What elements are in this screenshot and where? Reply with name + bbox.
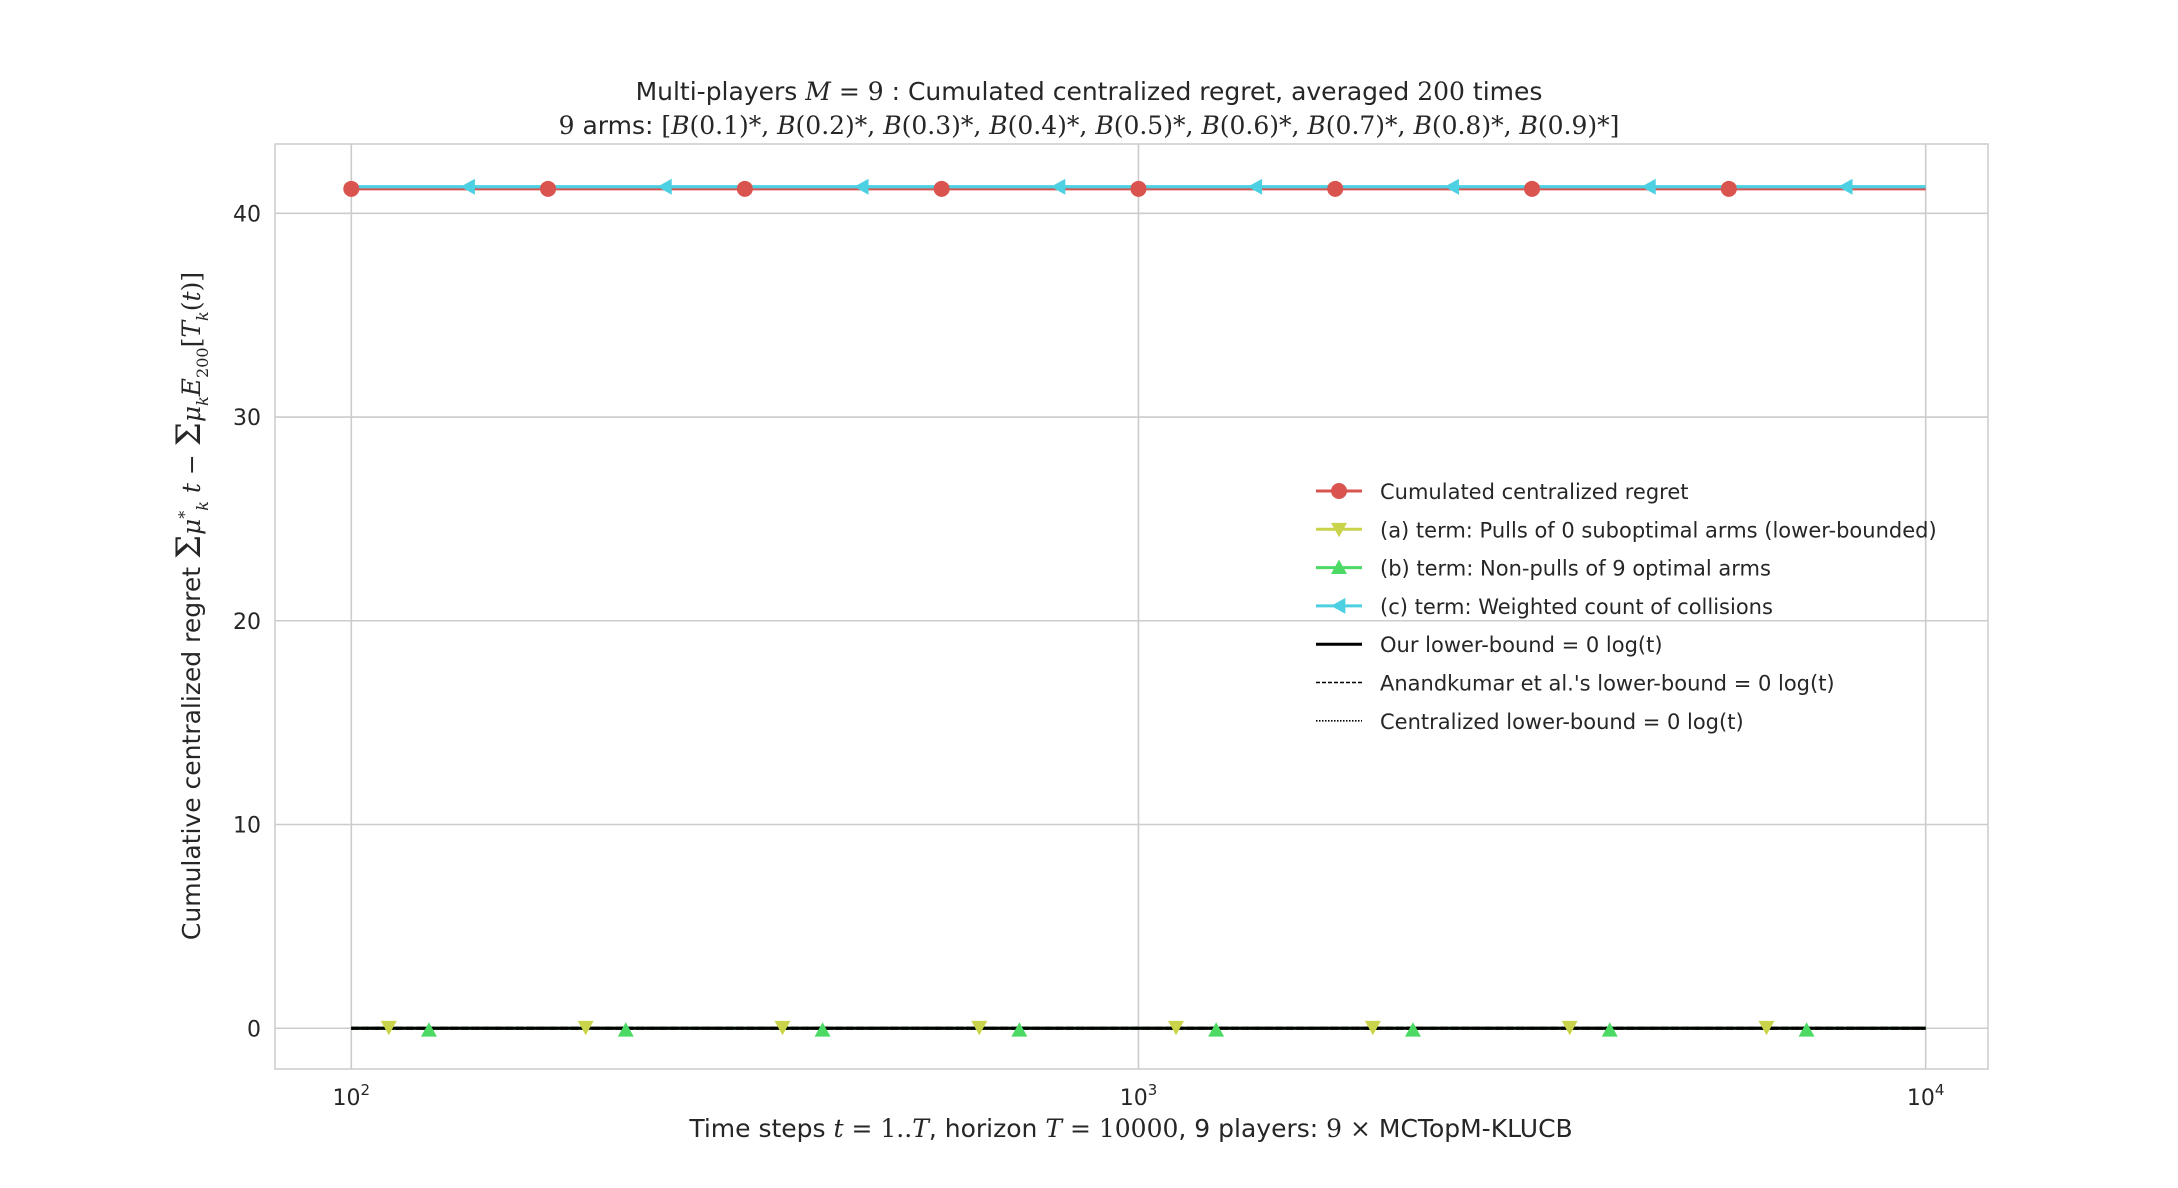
x-tick-label: 104 <box>1907 1081 1945 1111</box>
data-point <box>1331 559 1347 574</box>
data-point <box>343 180 360 197</box>
data-point <box>1011 1022 1028 1037</box>
data-point <box>1331 597 1346 614</box>
data-point <box>1331 522 1347 538</box>
legend-label: (c) term: Weighted count of collisions <box>1380 595 1773 619</box>
x-tick-label: 102 <box>333 1081 371 1111</box>
y-tick-label: 10 <box>233 814 261 839</box>
y-tick-label: 30 <box>233 406 261 431</box>
data-point <box>1130 180 1147 197</box>
y-tick-label: 20 <box>233 610 261 635</box>
data-point <box>1331 483 1347 499</box>
data-point <box>1364 1020 1381 1036</box>
data-point <box>1641 178 1656 195</box>
legend-label: Anandkumar et al.'s lower-bound = 0 log(… <box>1380 672 1835 696</box>
data-point <box>933 180 950 197</box>
data-point <box>1601 1022 1618 1037</box>
data-point <box>1327 180 1344 197</box>
data-point <box>774 1020 791 1036</box>
data-point <box>420 1022 437 1037</box>
series-markers <box>343 178 1853 1037</box>
data-point <box>1758 1020 1775 1036</box>
y-tick-label: 40 <box>233 202 261 227</box>
data-point <box>736 180 753 197</box>
legend: Cumulated centralized regret (a) term: Pu… <box>1316 480 1937 734</box>
data-point <box>540 180 557 197</box>
data-point <box>1247 178 1263 195</box>
data-point <box>577 1020 594 1036</box>
data-point <box>1208 1022 1225 1037</box>
data-point <box>1404 1022 1421 1037</box>
data-point <box>854 178 869 195</box>
data-point <box>1561 1020 1578 1036</box>
y-tick-label: 0 <box>247 1017 261 1042</box>
data-point <box>617 1022 634 1037</box>
data-point <box>971 1020 988 1036</box>
legend-label: (a) term: Pulls of 0 suboptimal arms (lo… <box>1380 518 1937 542</box>
data-point <box>1167 1020 1184 1036</box>
data-point <box>657 178 672 195</box>
data-point <box>1524 180 1541 197</box>
data-point <box>460 178 475 195</box>
svg-text:Cumulative centralized regret: Cumulative centralized regret Σμ*k t − Σ… <box>169 272 212 940</box>
data-point <box>1720 180 1737 197</box>
y-tick-labels: 0 10 20 30 40 <box>233 202 261 1042</box>
data-point <box>1050 178 1066 195</box>
data-point <box>1838 178 1853 195</box>
data-point <box>1444 178 1459 195</box>
y-axis-label: Cumulative centralized regret Σμ*k t − Σ… <box>169 272 212 940</box>
data-point <box>380 1020 397 1036</box>
legend-label: (b) term: Non-pulls of 9 optimal arms <box>1380 557 1771 581</box>
x-tick-labels: 102 103 104 <box>333 1081 1945 1111</box>
legend-label: Cumulated centralized regret <box>1380 480 1688 504</box>
x-axis-label: Time steps t = 1..T, horizon T = 10000, … <box>688 1114 1572 1143</box>
legend-label: Our lower-bound = 0 log(t) <box>1380 633 1663 657</box>
chart-title: Multi-players M = 9 : Cumulated centrali… <box>636 77 1543 106</box>
data-point <box>1798 1022 1815 1037</box>
legend-label: Centralized lower-bound = 0 log(t) <box>1380 710 1744 734</box>
data-point <box>814 1022 831 1037</box>
chart-subtitle: 9 arms: [B(0.1)*, B(0.2)*, B(0.3)*, B(0.… <box>559 111 1620 140</box>
x-tick-label: 103 <box>1120 1081 1158 1111</box>
plot-area <box>274 143 1989 1070</box>
